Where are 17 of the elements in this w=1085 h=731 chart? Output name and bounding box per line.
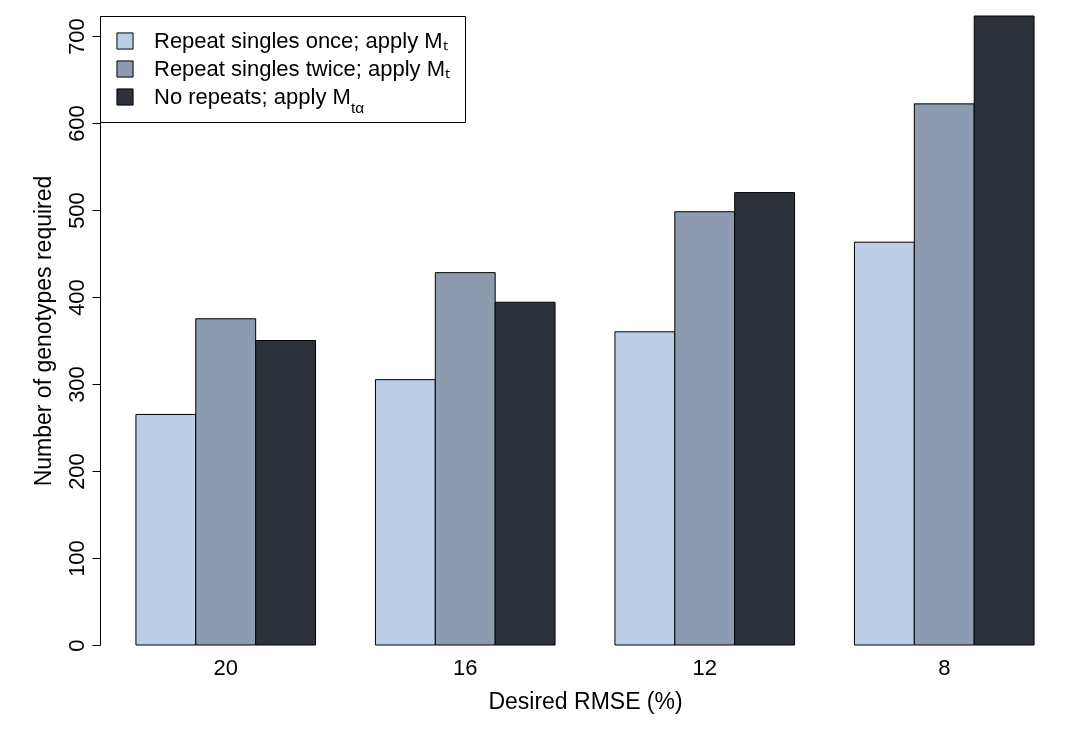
y-tick-label: 700: [63, 18, 89, 55]
x-tick-label: 8: [938, 654, 951, 680]
x-tick-label: 16: [453, 654, 478, 680]
y-tick-label: 100: [63, 540, 89, 577]
y-tick-label: 400: [63, 279, 89, 316]
y-tick-label: 600: [63, 105, 89, 142]
y-tick-label: 0: [63, 639, 89, 652]
legend-label: Repeat singles twice; apply Mₜ: [154, 56, 451, 81]
y-tick-label: 500: [63, 192, 89, 229]
y-axis-title: Number of genotypes required: [29, 175, 56, 487]
x-tick-label: 12: [692, 654, 717, 680]
y-tick-label: 200: [63, 453, 89, 490]
legend-label: Repeat singles once; apply Mₜ: [154, 28, 448, 53]
x-axis-title: Desired RMSE (%): [488, 687, 683, 714]
x-tick-label: 20: [213, 654, 238, 680]
y-tick-label: 300: [63, 366, 89, 403]
legend-label: No repeats; apply M$_{tα}$: [154, 84, 365, 116]
